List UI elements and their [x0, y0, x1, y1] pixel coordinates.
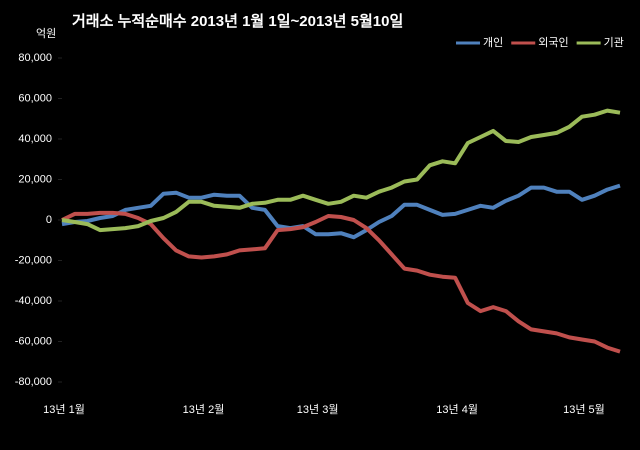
y-tick-label: 0 — [46, 214, 52, 226]
y-tick-label: 60,000 — [18, 92, 52, 104]
y-tick-label: -20,000 — [15, 254, 52, 266]
unit-label: 억원 — [36, 27, 56, 40]
series-line — [61, 108, 621, 233]
y-tick-label: -40,000 — [15, 295, 52, 307]
y-tick-label: 40,000 — [18, 133, 52, 145]
x-tick-label: 13년 3월 — [297, 403, 339, 416]
chart-title: 거래소 누적순매수 2013년 1월 1일~2013년 5월10일 — [72, 12, 403, 30]
y-tick-label: 20,000 — [18, 173, 52, 185]
series-line — [61, 183, 621, 240]
legend-label: 기관 — [604, 36, 624, 49]
x-tick-label: 13년 5월 — [563, 403, 605, 416]
series-line — [61, 210, 621, 354]
legend-label: 개인 — [483, 36, 503, 49]
y-tick-label: -60,000 — [15, 335, 52, 347]
y-tick-label: -80,000 — [15, 376, 52, 388]
x-tick-label: 13년 4월 — [436, 403, 478, 416]
legend-label: 외국인 — [538, 36, 568, 49]
x-tick-label: 13년 1월 — [43, 403, 85, 416]
y-tick-label: 80,000 — [18, 52, 52, 64]
x-tick-label: 13년 2월 — [183, 403, 225, 416]
